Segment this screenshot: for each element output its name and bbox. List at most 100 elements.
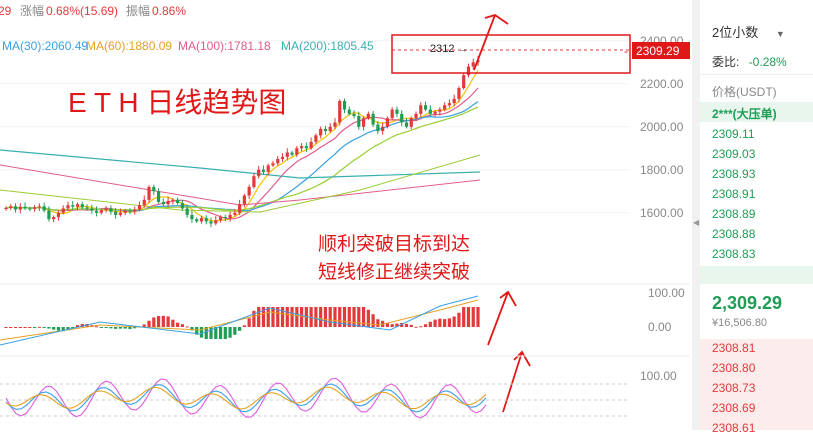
macd-bar (128, 327, 132, 330)
macd-bar (366, 309, 370, 327)
candle-body (133, 209, 137, 212)
price-tick: 2000.00 (640, 120, 684, 134)
macd-bar (28, 326, 32, 328)
precision-select[interactable]: 2位小数 ▼ (712, 22, 785, 41)
bid-price[interactable]: 2308.89 (712, 207, 756, 221)
macd-bar (152, 317, 156, 327)
macd-bar (94, 326, 99, 328)
macd-bar (238, 327, 242, 331)
bid-price[interactable]: 2309.11 (712, 127, 755, 141)
macd-bar (166, 316, 170, 327)
target-arrow: → (458, 44, 468, 55)
ma-legend-item: MA(100):1781.18 (178, 39, 271, 53)
precision-label: 2位小数 (712, 25, 759, 40)
ask-bg (700, 339, 813, 430)
candle-body (457, 88, 461, 99)
bid-price[interactable]: 2308.88 (712, 227, 756, 241)
candle-body (195, 219, 199, 222)
order-book: 2位小数 ▼ 委比: -0.28% 价格(USDT) 2***(大压单) 230… (700, 0, 813, 435)
candle-body (381, 126, 385, 132)
candle-body (209, 221, 213, 224)
macd-bar (9, 327, 13, 328)
chevron-down-icon: ▼ (775, 29, 785, 39)
kdj-j-line (5, 377, 487, 419)
candle-body (361, 118, 366, 127)
candle-body (428, 109, 432, 114)
candle-body (376, 124, 380, 132)
arrow-up-1 (473, 14, 509, 71)
target-box (391, 34, 631, 74)
macd-tick-0: 0.00 (648, 320, 672, 334)
macd-bar (280, 307, 285, 327)
scroll-left-icon[interactable]: ◀ (693, 218, 700, 227)
candle-body (90, 208, 94, 211)
bid-price[interactable]: 2308.83 (712, 247, 756, 261)
ask-price[interactable]: 2308.73 (712, 381, 756, 395)
candle-body (99, 210, 103, 213)
ask-price[interactable]: 2308.61 (712, 421, 756, 435)
macd-bar (295, 307, 299, 327)
candle-body (247, 186, 251, 196)
macd-bar (314, 307, 318, 327)
annotation-line1: 顺利突破目标到达 (318, 233, 470, 255)
macd-bar (404, 323, 409, 327)
macd-bar (114, 327, 118, 329)
target-label: 2312 (430, 43, 454, 55)
candle-body (180, 203, 185, 209)
macd-bar (71, 327, 75, 328)
price-tick: 2200.00 (640, 77, 684, 91)
candle-body (295, 148, 299, 155)
amplitude-value: 0.86% (152, 4, 186, 18)
current-price-tag-bg (632, 42, 690, 59)
candle-body (342, 100, 347, 110)
candle-body (156, 191, 161, 202)
candle-body (347, 109, 351, 114)
macd-bar (328, 307, 332, 327)
macd-dea-line (0, 299, 479, 341)
price-header: 价格(USDT) (712, 85, 777, 99)
macd-bar (104, 327, 108, 328)
macd-bar (476, 307, 480, 327)
candle-body (123, 210, 127, 213)
macd-bar (409, 324, 413, 327)
macd-bar (433, 319, 437, 327)
chart-scrollbar[interactable] (692, 0, 700, 430)
macd-bar (37, 326, 41, 328)
ma200-line (0, 149, 481, 179)
commission-row: 委比: -0.28% (712, 53, 787, 70)
last-bid-bg (700, 266, 813, 284)
macd-bar (266, 307, 270, 327)
annotation-line2: 短线修正继续突破 (318, 261, 470, 283)
macd-bar (33, 327, 37, 328)
candle-body (142, 199, 146, 206)
macd-bar (319, 307, 323, 327)
big-order-label[interactable]: 2***(大压单) (712, 107, 777, 121)
macd-bar (385, 322, 390, 327)
macd-bar (66, 327, 70, 331)
macd-bar (156, 316, 161, 327)
macd-bar (285, 307, 289, 327)
macd-bar (462, 307, 466, 327)
bid-price[interactable]: 2309.03 (712, 147, 756, 161)
ma-legend-item: MA(30):2060.49 (2, 39, 88, 53)
candle-body (52, 217, 56, 220)
macd-bar (18, 327, 22, 328)
candle-body (276, 159, 280, 164)
arrow-up-2 (487, 290, 517, 346)
candle-body (257, 169, 261, 177)
macd-bar (118, 327, 123, 329)
bid-price[interactable]: 2308.93 (712, 167, 756, 181)
macd-bar (257, 307, 261, 327)
candle-body (4, 208, 8, 210)
macd-bar (199, 327, 204, 338)
candle-body (438, 109, 442, 112)
ask-price[interactable]: 2308.80 (712, 361, 756, 375)
ma-legend-item: MA(200):1805.45 (281, 39, 374, 53)
last-price-cny: ¥16,506.80 (712, 317, 768, 329)
ma100-line (0, 164, 481, 206)
candle-body (80, 204, 84, 208)
ask-price[interactable]: 2308.69 (712, 401, 756, 415)
bid-price[interactable]: 2308.91 (712, 187, 756, 201)
candle-body (94, 210, 99, 213)
ask-price[interactable]: 2308.81 (712, 341, 756, 355)
